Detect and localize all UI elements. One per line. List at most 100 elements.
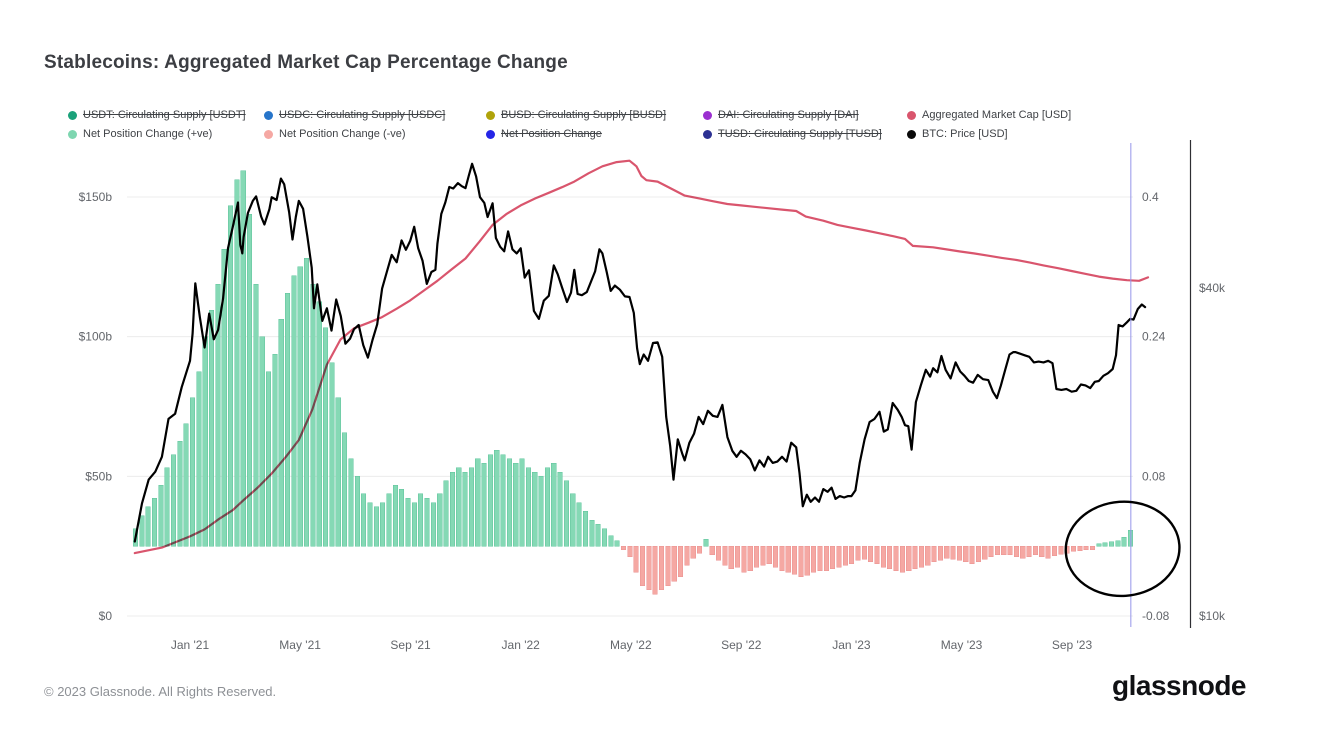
x-axis-tick: May '22	[610, 638, 652, 652]
net-position-bar-negative	[652, 545, 658, 595]
net-position-bar-positive	[323, 327, 329, 547]
net-position-bar-negative	[931, 545, 937, 563]
net-position-bar-negative	[741, 545, 747, 573]
net-position-bar-positive	[544, 467, 550, 547]
legend-dot-icon	[486, 110, 495, 120]
copyright-text: © 2023 Glassnode. All Rights Reserved.	[44, 684, 277, 699]
net-position-bar-negative	[665, 545, 671, 586]
net-position-bar-positive	[399, 489, 405, 547]
legend-item[interactable]: TUSD: Circulating Supply [TUSD]	[703, 128, 907, 140]
legend-item[interactable]: DAI: Circulating Supply [DAI]	[703, 109, 907, 121]
net-position-bar-positive	[316, 301, 322, 547]
legend-item-label: TUSD: Circulating Supply [TUSD]	[718, 128, 882, 140]
net-position-bar-positive	[456, 467, 462, 547]
net-position-bar-positive	[475, 458, 481, 547]
net-position-bar-negative	[944, 545, 950, 559]
net-position-bar-negative	[722, 545, 728, 566]
net-position-bar-positive	[170, 454, 177, 547]
net-position-bar-negative	[912, 545, 918, 570]
net-position-bar-positive	[367, 502, 373, 547]
net-position-bar-positive	[589, 519, 595, 547]
legend-item[interactable]: Net Position Change (-ve)	[264, 128, 486, 140]
legend-item[interactable]: USDC: Circulating Supply [USDC]	[264, 109, 486, 121]
net-position-bar-negative	[994, 545, 1000, 556]
x-axis-tick: Sep '21	[390, 638, 431, 652]
legend-item[interactable]: Net Position Change (+ve)	[68, 128, 264, 140]
legend: USDT: Circulating Supply [USDT] USDC: Cir…	[68, 109, 1071, 140]
net-position-bar-positive	[310, 284, 316, 547]
legend-item[interactable]: Net Position Change	[486, 128, 703, 140]
btc-price-line[interactable]	[133, 162, 1147, 543]
legend-item[interactable]: BUSD: Circulating Supply [BUSD]	[486, 109, 703, 121]
net-position-bar-negative	[1026, 545, 1032, 557]
net-position-bar-positive	[329, 362, 335, 547]
legend-dot-icon	[907, 129, 916, 139]
net-position-bar-positive	[386, 493, 392, 547]
legend-item-label: DAI: Circulating Supply [DAI]	[718, 109, 859, 121]
net-position-bar-positive	[551, 462, 557, 547]
net-position-bar-positive	[703, 538, 709, 547]
net-position-bar-negative	[975, 545, 981, 563]
net-position-bar-negative	[779, 545, 785, 571]
x-axis-tick: May '23	[941, 638, 983, 652]
net-position-bar-negative	[899, 545, 905, 573]
net-position-bar-negative	[861, 545, 867, 560]
net-position-bar-positive	[570, 493, 576, 547]
legend-item-label: USDC: Circulating Supply [USDC]	[279, 109, 446, 121]
net-position-bar-negative	[937, 545, 943, 561]
net-position-bar-negative	[773, 545, 779, 568]
y-axis-usd-tick: $50b	[85, 469, 112, 483]
net-position-bar-negative	[855, 545, 861, 561]
net-position-bar-positive	[342, 432, 348, 547]
net-position-bar-positive	[1121, 537, 1127, 547]
net-position-bar-positive	[595, 524, 601, 547]
net-position-bar-negative	[823, 545, 829, 571]
net-position-bar-positive	[462, 471, 468, 547]
net-position-bar-positive	[164, 467, 170, 547]
y-axis-pct-tick: -0.08	[1142, 609, 1170, 623]
net-position-bar-positive	[481, 462, 487, 547]
net-position-bar-positive	[1102, 542, 1108, 547]
glassnode-wordmark: glassnode	[1112, 670, 1246, 701]
legend-dot-icon	[486, 129, 495, 139]
legend-item-label: USDT: Circulating Supply [USDT]	[83, 109, 246, 121]
net-position-bar-positive	[189, 397, 196, 547]
net-position-bar-negative	[798, 545, 804, 578]
legend-dot-icon	[264, 129, 273, 139]
net-position-bar-positive	[227, 205, 234, 547]
net-position-bar-negative	[1058, 545, 1064, 555]
net-position-bar-negative	[709, 545, 715, 556]
aggregated-market-cap-line[interactable]	[133, 159, 1150, 555]
x-axis-tick: Jan '22	[502, 638, 541, 652]
net-position-bar-negative	[633, 545, 639, 573]
net-position-bar-positive	[215, 284, 221, 547]
net-position-bar-negative	[792, 545, 798, 575]
net-position-bar-negative	[715, 545, 722, 561]
net-position-bar-negative	[677, 545, 684, 578]
net-position-bar-negative	[963, 545, 969, 563]
net-position-bar-positive	[278, 318, 284, 547]
net-position-bar-positive	[494, 449, 500, 547]
y-axis-usd-tick: $0	[99, 609, 113, 623]
net-position-bar-negative	[804, 545, 810, 576]
y-axis-usd-tick: $100b	[79, 330, 113, 344]
net-position-bar-negative	[849, 545, 855, 564]
net-position-bar-positive	[608, 535, 614, 547]
legend-item[interactable]: USDT: Circulating Supply [USDT]	[68, 109, 264, 121]
net-position-bar-positive	[196, 371, 202, 547]
net-position-bar-negative	[925, 545, 931, 566]
legend-dot-icon	[703, 110, 712, 120]
net-position-bar-positive	[424, 497, 430, 547]
x-axis-tick: Sep '22	[721, 638, 762, 652]
legend-dot-icon	[703, 129, 712, 139]
net-position-bar-negative	[982, 545, 988, 560]
legend-item-label: Net Position Change	[501, 128, 602, 140]
net-position-bar-positive	[259, 336, 265, 547]
legend-item[interactable]: BTC: Price [USD]	[907, 128, 1071, 140]
net-position-bar-negative	[1007, 545, 1013, 556]
legend-item[interactable]: Aggregated Market Cap [USD]	[907, 109, 1071, 121]
net-position-bar-positive	[240, 170, 246, 547]
net-position-bar-negative	[1083, 545, 1089, 550]
